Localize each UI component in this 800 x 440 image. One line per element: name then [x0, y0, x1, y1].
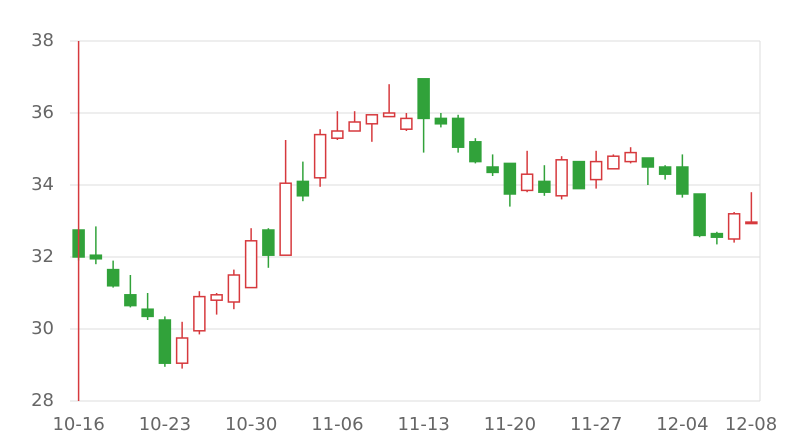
- grid: [70, 40, 761, 402]
- candle-body: [331, 130, 344, 139]
- candle-body: [262, 229, 275, 256]
- candle-body: [745, 221, 758, 225]
- candle-body: [520, 173, 534, 192]
- candle-body: [641, 157, 655, 168]
- x-tick-label: 11-13: [397, 414, 449, 435]
- candle-body: [469, 141, 482, 163]
- y-tick-label: 34: [31, 174, 54, 195]
- candle-body: [227, 274, 241, 303]
- candle-body: [124, 294, 137, 307]
- candle-body: [624, 151, 637, 163]
- x-tick-label: 10-16: [52, 414, 104, 435]
- candle-body: [400, 117, 413, 130]
- candle-body: [486, 166, 499, 174]
- candle-body: [141, 308, 154, 318]
- candle-body: [382, 112, 396, 118]
- candle-body: [348, 121, 361, 132]
- x-tick-label: 10-30: [225, 414, 277, 435]
- candle-body: [607, 155, 620, 170]
- x-tick-label: 12-08: [725, 414, 777, 435]
- y-tick-label: 30: [31, 318, 54, 339]
- candle-body: [503, 162, 517, 195]
- candle-body: [244, 240, 258, 289]
- candle-body: [589, 160, 603, 181]
- candle-body: [658, 166, 672, 175]
- y-tick-label: 32: [31, 246, 54, 267]
- candle-body: [727, 213, 741, 240]
- candle-body: [538, 180, 551, 193]
- x-tick-label: 11-27: [570, 414, 622, 435]
- x-tick-label: 12-04: [656, 414, 708, 435]
- candle-body: [193, 295, 206, 332]
- candle-body: [417, 78, 430, 120]
- candle-body: [158, 319, 172, 364]
- candle-body: [572, 160, 586, 190]
- candle-body: [279, 182, 292, 256]
- candle-body: [210, 294, 223, 301]
- candles: [72, 78, 758, 369]
- candle-body: [710, 232, 724, 238]
- y-tick-label: 36: [31, 102, 54, 123]
- y-tick-label: 38: [31, 30, 54, 51]
- candle-body: [693, 193, 706, 237]
- candle-body: [365, 114, 379, 125]
- candle-body: [89, 254, 103, 260]
- candle-body: [451, 117, 465, 148]
- candle-body: [106, 268, 120, 287]
- x-tick-label: 11-20: [484, 414, 536, 435]
- candle-body: [434, 117, 448, 125]
- y-tick-label: 28: [31, 390, 54, 411]
- x-tick-label: 11-06: [311, 414, 363, 435]
- candle-body: [555, 159, 568, 197]
- candle-body: [313, 133, 327, 179]
- candle-body: [296, 180, 310, 197]
- labels: 28 30 32 34 36 38 10-16 10-23 10-30 11-06 11-13 11-…: [31, 30, 777, 435]
- candle-body: [676, 166, 689, 195]
- x-tick-label: 10-23: [139, 414, 191, 435]
- candle-body: [175, 337, 189, 364]
